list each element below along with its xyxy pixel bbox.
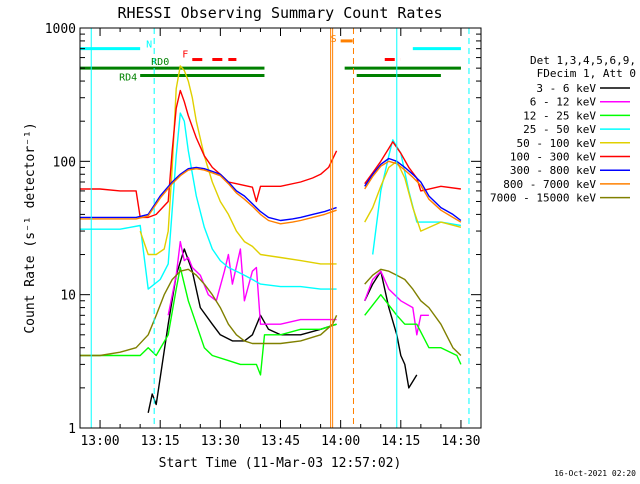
x-axis-label: Start Time (11-Mar-03 12:57:02) (159, 456, 402, 471)
legend-header-line: FDecim 1, Att 0 (537, 67, 636, 80)
legend-label-3-6-kev: 3 - 6 keV (536, 82, 596, 95)
x-tick-label: 14:00 (321, 434, 360, 449)
flag-label-n: N (146, 40, 152, 51)
x-tick-label: 14:30 (441, 434, 480, 449)
chart-title: RHESSI Observing Summary Count Rates (117, 4, 442, 22)
x-tick-label: 13:00 (80, 434, 119, 449)
series-line-7000-15000-kev (80, 268, 462, 357)
legend-label-800-7000-kev: 800 - 7000 keV (503, 178, 596, 191)
legend-label-7000-15000-kev: 7000 - 15000 keV (490, 192, 596, 205)
y-tick-label: 1 (68, 422, 76, 437)
vertical-markers (90, 28, 470, 428)
x-tick-label: 14:15 (381, 434, 420, 449)
flag-label-rd4: RD4 (119, 73, 137, 84)
x-tick-label: 13:15 (141, 434, 180, 449)
legend-label-50-100-kev: 50 - 100 keV (517, 137, 597, 150)
flag-label-f: F (182, 50, 188, 61)
legend-label-300-800-kev: 300 - 800 keV (510, 164, 596, 177)
series-line-3-6-kev (147, 248, 418, 413)
y-tick-label: 1000 (45, 22, 76, 37)
flag-bars: N F S RD0 RD4 (80, 34, 461, 84)
y-tick-label: 100 (53, 155, 76, 170)
series-line-25-50-kev (80, 112, 462, 290)
flag-label-rd0: RD0 (151, 57, 169, 68)
series-line-800-7000-kev (80, 160, 462, 225)
y-tick-label: 10 (60, 289, 76, 304)
series-line-12-25-kev (80, 266, 462, 376)
y-axis-label: Count Rate (s⁻¹ detector⁻¹) (23, 122, 38, 333)
legend-header-line: Det 1,3,4,5,6,9, (530, 54, 636, 67)
x-tick-label: 13:45 (261, 434, 300, 449)
series-line-50-100-kev (139, 65, 462, 265)
x-tick-label: 13:30 (201, 434, 240, 449)
legend: Det 1,3,4,5,6,9,FDecim 1, Att 0 3 - 6 keV… (490, 54, 636, 205)
series-line-300-800-kev (80, 157, 462, 222)
legend-label-25-50-kev: 25 - 50 keV (523, 123, 596, 136)
legend-label-100-300-kev: 100 - 300 keV (510, 151, 596, 164)
series-line-100-300-kev (80, 89, 461, 219)
legend-label-6-12-kev: 6 - 12 keV (530, 96, 597, 109)
legend-label-12-25-kev: 12 - 25 keV (523, 109, 596, 122)
axes: 13:00 13:15 13:30 13:45 14:00 14:15 14:30 1 10 10… (45, 22, 482, 449)
flag-label-s: S (331, 34, 337, 45)
series-line-6-12-kev (167, 240, 429, 336)
series-layer (80, 65, 462, 413)
date-stamp: 16-Oct-2021 02:20 (554, 469, 636, 478)
